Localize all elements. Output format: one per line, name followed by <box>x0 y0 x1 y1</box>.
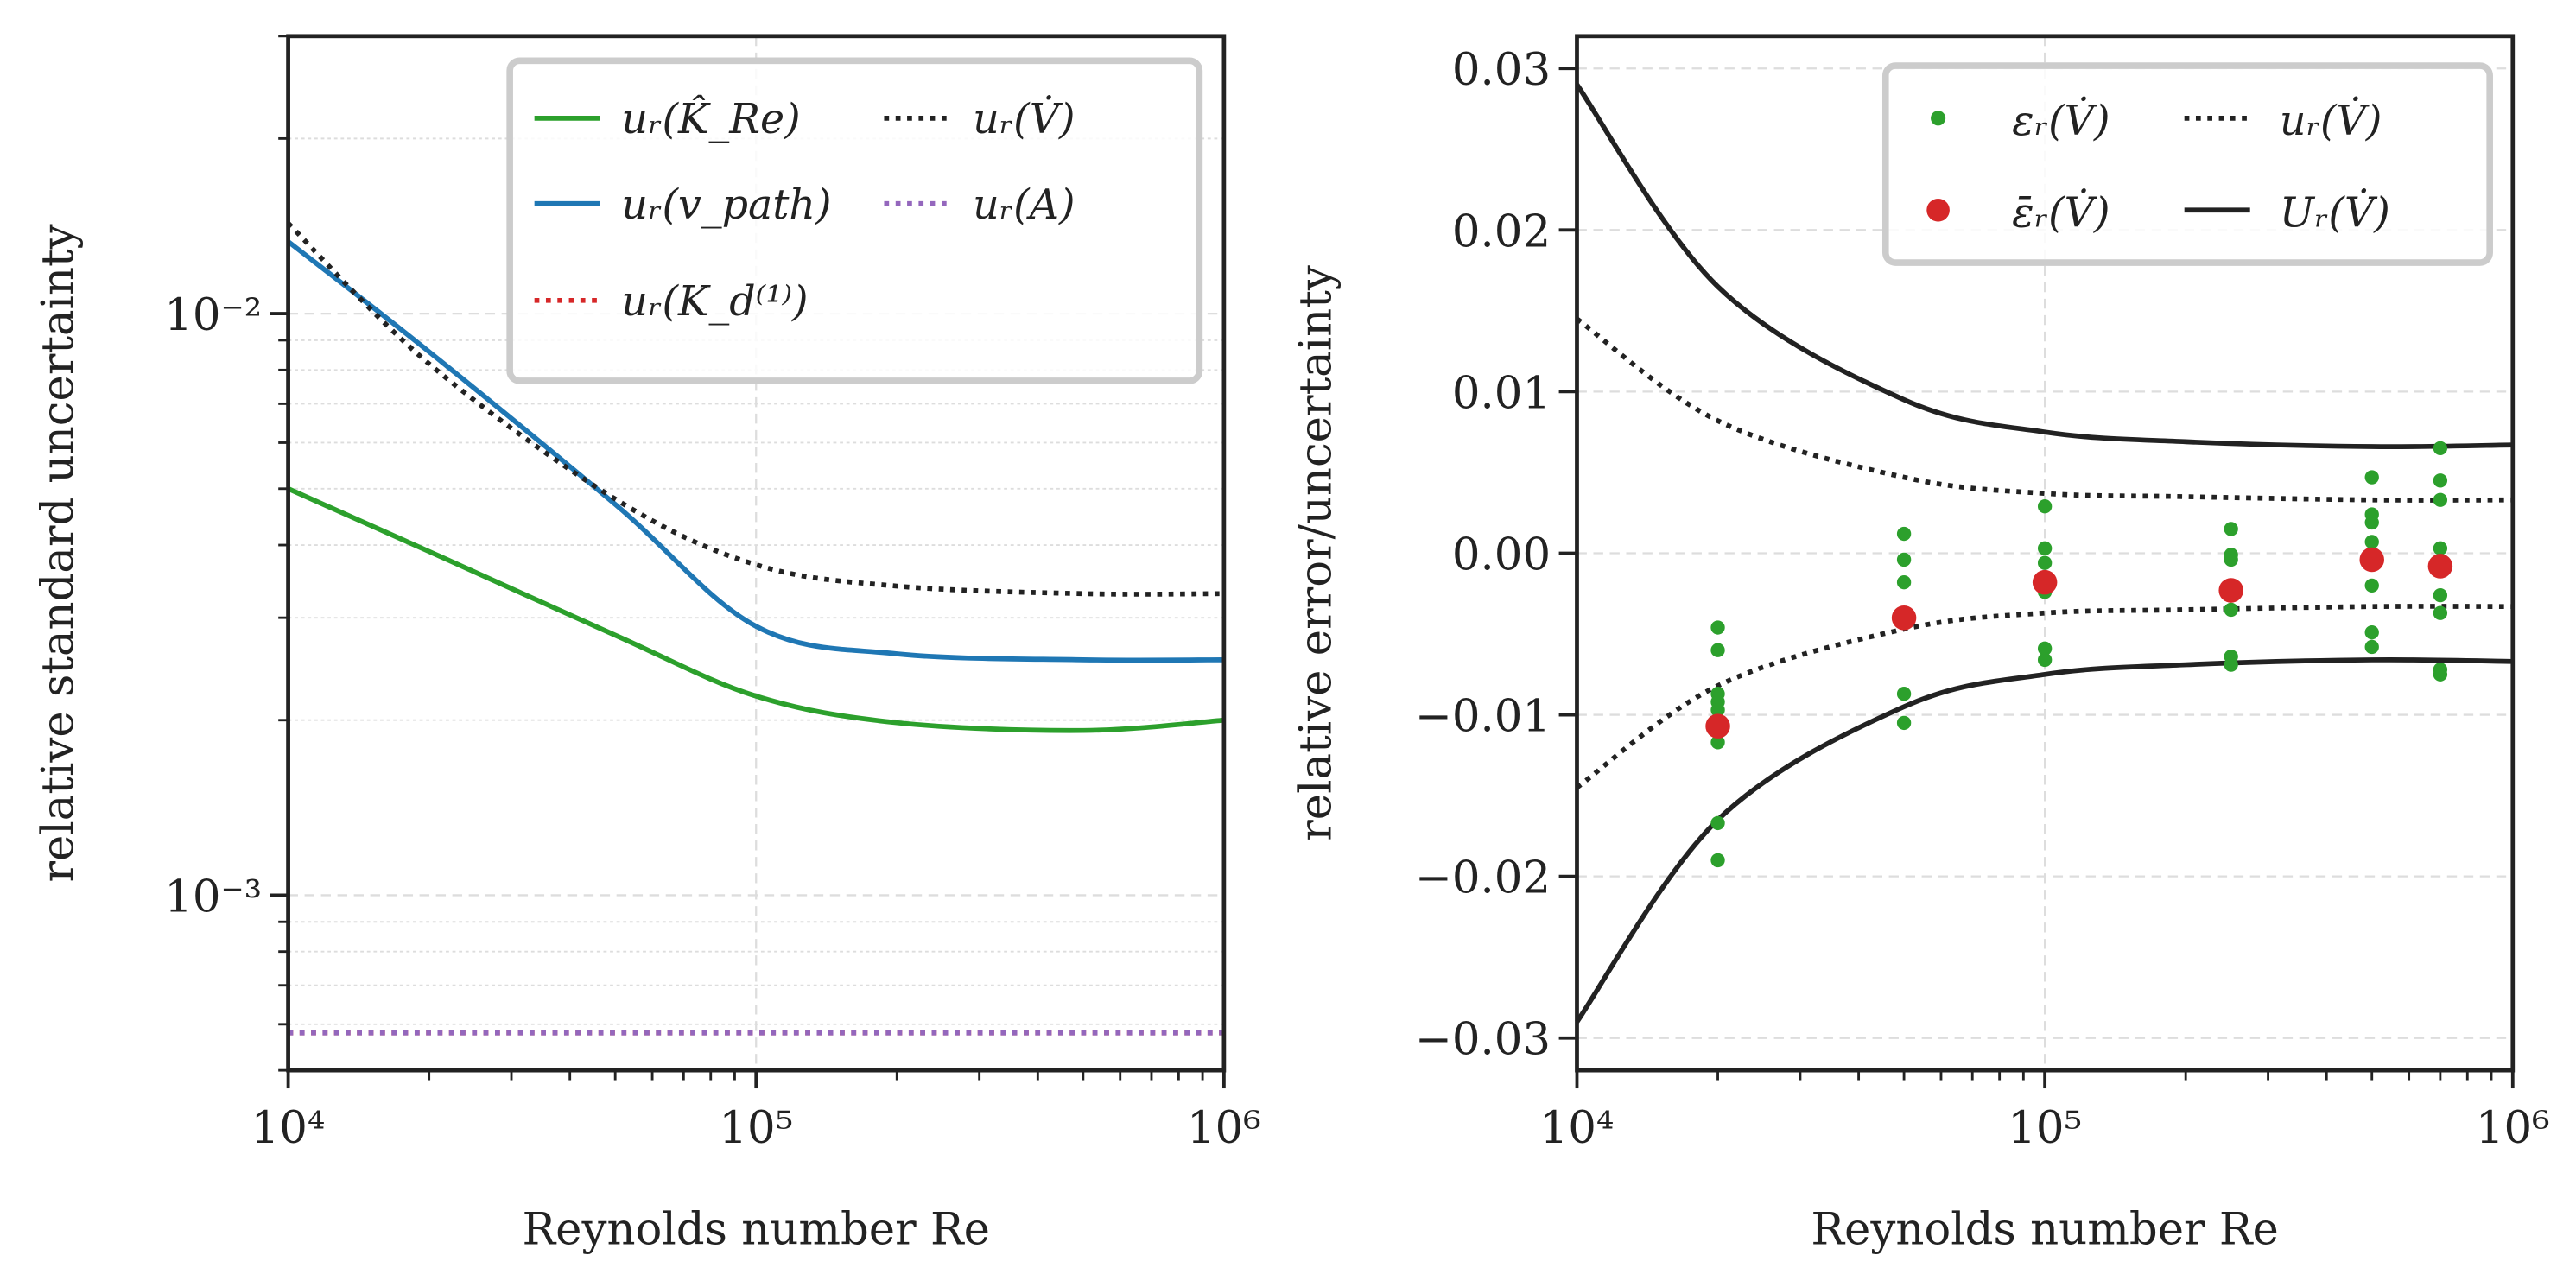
error-point <box>2433 605 2448 620</box>
left-plot: 10⁴ 10⁵ 10⁶ 10⁻² 10⁻³ <box>164 34 1261 1154</box>
error-point <box>1710 735 1725 750</box>
right-xlabel: Reynolds number Re <box>1811 1204 2278 1256</box>
mean-error-point <box>2218 578 2243 603</box>
mean-error-point <box>1705 713 1730 739</box>
Ur-upper-line <box>1575 83 2513 449</box>
right-ylabel: relative error/uncertainty <box>1290 265 1342 841</box>
legend-label-Ur: Uᵣ(V̇) <box>2280 189 2390 238</box>
x-tick-label: 10⁶ <box>2476 1102 2550 1154</box>
error-point <box>2037 555 2053 570</box>
y-tick-label: 10⁻³ <box>164 871 262 922</box>
y-tick-label: −0.03 <box>1415 1014 1551 1066</box>
Ur-lower-line <box>1575 656 2513 1024</box>
y-tick-label: 10⁻² <box>164 289 262 341</box>
x-tick-label: 10⁵ <box>719 1102 793 1154</box>
ur-upper-line <box>1575 316 2513 503</box>
legend-label-kd: uᵣ(K_d⁽¹⁾) <box>621 278 808 326</box>
series-line-1 <box>286 239 1224 663</box>
error-point <box>2433 492 2448 507</box>
legend-swatch-mean <box>1926 198 1950 222</box>
x-tick-label: 10⁵ <box>2008 1102 2082 1154</box>
mean-error-point <box>2359 547 2384 573</box>
x-tick-label: 10⁴ <box>1540 1102 1615 1154</box>
error-point <box>2224 602 2238 618</box>
ur-lower-line <box>1575 604 2513 790</box>
y-tick-label: 0.00 <box>1452 529 1551 580</box>
left-legend: uᵣ(K̂_Re) uᵣ(v_path) uᵣ(K_d⁽¹⁾) uᵣ(V̇) u… <box>506 57 1203 384</box>
series-line-3 <box>286 221 1224 597</box>
error-point <box>2037 541 2053 556</box>
error-point <box>1896 715 1912 731</box>
left-xlabel: Reynolds number Re <box>522 1204 989 1256</box>
right-axes-frame <box>1575 34 2516 1073</box>
y-tick-label: 0.03 <box>1452 44 1551 96</box>
x-tick-label: 10⁴ <box>251 1102 326 1154</box>
left-ylabel: relative standard uncertainty <box>33 224 85 882</box>
error-point <box>2364 535 2379 549</box>
mean-error-point <box>2032 569 2058 595</box>
series-line-0 <box>287 486 1225 733</box>
error-point <box>1710 702 1725 718</box>
error-point <box>1896 526 1912 542</box>
error-point <box>2433 441 2448 456</box>
mean-error-point <box>1891 605 1917 631</box>
error-point <box>1896 552 1912 567</box>
error-point <box>2433 473 2448 488</box>
legend-label-vpath: uᵣ(v_path) <box>621 181 831 229</box>
mean-error-point <box>2427 554 2453 579</box>
error-point <box>2433 667 2448 682</box>
error-point <box>2364 578 2379 593</box>
error-point <box>1710 620 1725 635</box>
x-tick-label: 10⁶ <box>1187 1102 1261 1154</box>
legend-label-error: εᵣ(V̇) <box>2012 97 2110 145</box>
legend-label-vdot: uᵣ(V̇) <box>973 95 1075 143</box>
left-axes-frame <box>286 34 1227 1073</box>
legend-label-ur: uᵣ(V̇) <box>2280 97 2382 145</box>
legend-label-mean: ε̄ᵣ(V̇) <box>2012 189 2110 238</box>
y-tick-label: 0.01 <box>1452 367 1551 419</box>
legend-label-a: uᵣ(A) <box>973 181 1075 229</box>
error-point <box>2364 624 2379 640</box>
legend-swatch-error <box>1931 111 1946 126</box>
error-point <box>2037 641 2053 656</box>
error-point <box>2037 499 2053 514</box>
error-point <box>2224 552 2238 567</box>
y-tick-label: 0.02 <box>1452 206 1551 257</box>
error-point <box>1710 853 1725 868</box>
error-point <box>1710 643 1725 657</box>
error-point <box>2037 652 2053 668</box>
error-point <box>2224 657 2238 672</box>
error-point <box>1710 815 1725 831</box>
error-point <box>1896 687 1912 701</box>
error-point <box>1896 574 1912 590</box>
legend-label-kre: uᵣ(K̂_Re) <box>621 95 800 143</box>
right-legend: εᵣ(V̇) ε̄ᵣ(V̇) uᵣ(V̇) Uᵣ(V̇) <box>1881 62 2493 266</box>
y-tick-label: −0.02 <box>1415 853 1551 904</box>
error-point <box>2224 522 2238 536</box>
error-point <box>2364 515 2379 530</box>
y-tick-label: −0.01 <box>1415 691 1551 743</box>
error-point <box>2433 541 2448 556</box>
error-point <box>2364 470 2379 485</box>
right-plot: 10⁴ 10⁵ 10⁶ 0.03 0.02 0.01 0.00 −0.01 −0.02 −0.03 <box>1415 34 2550 1154</box>
error-point <box>2364 639 2379 655</box>
error-point <box>2433 587 2448 603</box>
